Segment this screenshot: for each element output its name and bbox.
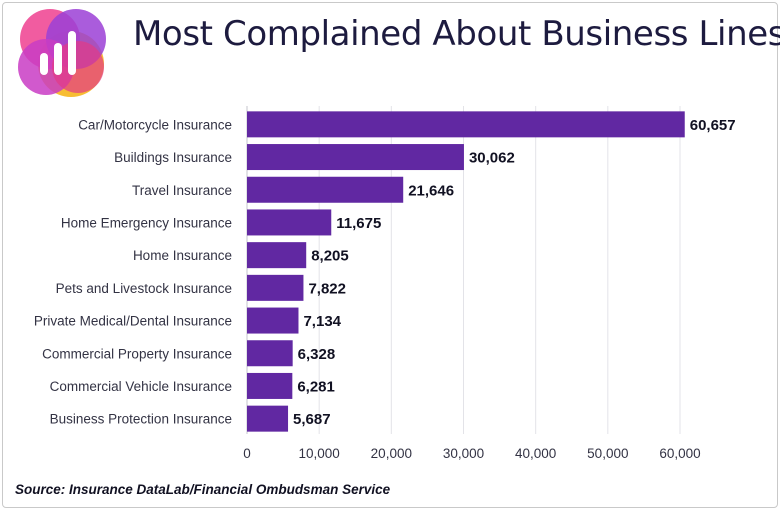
value-label: 21,646 [408, 182, 454, 199]
category-label: Home Emergency Insurance [61, 215, 232, 230]
bar [247, 372, 293, 399]
source-note: Source: Insurance DataLab/Financial Ombu… [15, 482, 391, 497]
value-label: 5,687 [293, 411, 331, 428]
x-tick-label: 50,000 [587, 446, 628, 461]
bar [247, 176, 404, 203]
category-label: Travel Insurance [132, 183, 232, 198]
category-label: Buildings Insurance [114, 150, 232, 165]
value-label: 6,328 [298, 346, 336, 363]
bar-chart: 0 10,000 20,000 30,000 40,000 50,000 60,000 Car… [34, 106, 736, 461]
bar [247, 274, 304, 301]
x-tick-label: 10,000 [299, 446, 340, 461]
bar [247, 340, 293, 367]
category-label: Commercial Vehicle Insurance [50, 379, 232, 394]
bar [247, 405, 289, 432]
value-label: 7,134 [303, 313, 341, 330]
category-label: Commercial Property Insurance [42, 346, 232, 361]
bar [247, 111, 685, 138]
category-label: Business Protection Insurance [50, 412, 232, 427]
x-tick-label: 20,000 [371, 446, 412, 461]
bar [247, 242, 307, 269]
value-label: 11,675 [336, 215, 381, 232]
category-label: Home Insurance [133, 248, 232, 263]
chart-title: Most Complained About Business Lines [133, 14, 780, 54]
x-tick-label: 0 [243, 446, 251, 461]
x-tick-label: 40,000 [515, 446, 556, 461]
value-label: 7,822 [308, 280, 346, 297]
value-label: 60,657 [690, 117, 736, 134]
x-tick-label: 30,000 [443, 446, 484, 461]
category-label: Car/Motorcycle Insurance [78, 117, 232, 132]
value-label: 8,205 [311, 248, 349, 265]
bar [247, 307, 299, 334]
category-label: Pets and Livestock Insurance [56, 281, 232, 296]
x-tick-label: 60,000 [659, 446, 700, 461]
category-label: Private Medical/Dental Insurance [34, 314, 232, 329]
bar [247, 144, 464, 171]
bar [247, 209, 332, 236]
value-label: 30,062 [469, 150, 515, 167]
bar-chart-logo-icon [18, 9, 106, 97]
value-label: 6,281 [297, 378, 335, 395]
